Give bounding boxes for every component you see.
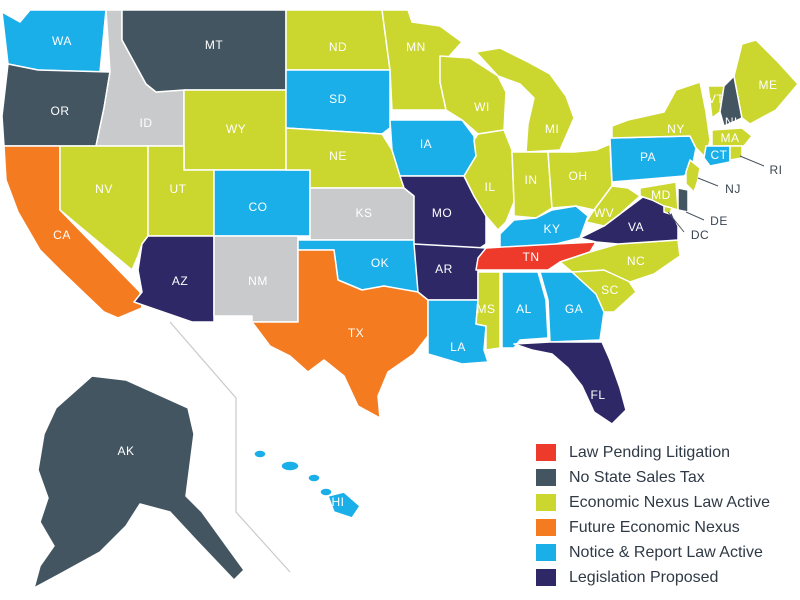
legend-label: Notice & Report Law Active [569, 543, 763, 561]
state-nj[interactable] [685, 159, 701, 193]
label-ne: NE [329, 149, 347, 163]
label-nv: NV [95, 182, 113, 196]
state-tx[interactable] [251, 249, 429, 419]
label-ma: MA [721, 131, 740, 145]
label-mt: MT [205, 38, 223, 52]
label-ga: GA [565, 302, 583, 316]
legend-swatch [536, 494, 556, 511]
legend-item-notice: Notice & Report Law Active [536, 540, 770, 565]
label-nc: NC [627, 254, 645, 268]
legend-item-pending: Law Pending Litigation [536, 440, 770, 465]
label-nh: NH [725, 115, 743, 129]
state-me[interactable] [733, 39, 799, 125]
label-ks: KS [355, 206, 372, 220]
label-tx: TX [348, 326, 364, 340]
inset-divider [169, 321, 291, 573]
label-fl: FL [590, 388, 605, 402]
label-al: AL [516, 302, 532, 316]
legend-label: Law Pending Litigation [569, 443, 731, 461]
label-mo: MO [432, 206, 452, 220]
label-ia: IA [420, 137, 432, 151]
state-mi[interactable] [475, 47, 575, 153]
state-ri[interactable] [729, 145, 743, 161]
label-ms: MS [477, 302, 496, 316]
legend-label: Economic Nexus Law Active [569, 493, 770, 511]
state-il[interactable] [463, 129, 515, 231]
label-il: IL [484, 180, 495, 194]
label-in: IN [525, 173, 538, 187]
state-ma[interactable] [711, 127, 753, 147]
label-nd: ND [329, 40, 347, 54]
label-dc: DC [691, 228, 709, 242]
legend-label: Legislation Proposed [569, 568, 719, 586]
label-az: AZ [172, 274, 188, 288]
label-sc: SC [601, 283, 619, 297]
label-ok: OK [371, 256, 389, 270]
label-mi: MI [545, 122, 559, 136]
label-nj: NJ [725, 182, 741, 196]
state-sd[interactable] [285, 69, 391, 135]
state-ia[interactable] [389, 119, 477, 177]
legend: Law Pending Litigation No State Sales Ta… [536, 440, 770, 590]
state-de[interactable] [677, 187, 689, 213]
label-wv: WV [594, 206, 614, 220]
label-vt: VT [708, 92, 725, 106]
label-nm: NM [248, 274, 268, 288]
label-ky: KY [543, 222, 560, 236]
legend-swatch [536, 444, 556, 461]
legend-swatch [536, 469, 556, 486]
state-wv[interactable] [585, 185, 641, 227]
state-ct[interactable] [703, 145, 731, 167]
state-nh[interactable] [719, 75, 743, 127]
label-va: VA [628, 220, 644, 234]
label-ca: CA [53, 228, 71, 242]
state-ms[interactable] [475, 271, 501, 351]
legend-label: No State Sales Tax [569, 468, 705, 486]
legend-swatch [536, 544, 556, 561]
legend-item-nexus: Economic Nexus Law Active [536, 490, 770, 515]
label-or: OR [51, 104, 70, 118]
legend-item-future: Future Economic Nexus [536, 515, 770, 540]
state-ny[interactable] [611, 81, 711, 159]
state-al[interactable] [501, 271, 549, 349]
label-de: DE [710, 214, 728, 228]
label-ri: RI [770, 163, 783, 177]
legend-label: Future Economic Nexus [569, 518, 740, 536]
label-ak: AK [117, 444, 134, 458]
label-md: MD [651, 188, 671, 202]
label-co: CO [249, 200, 268, 214]
label-mn: MN [406, 40, 426, 54]
label-wi: WI [474, 100, 490, 114]
label-hi: HI [332, 495, 345, 509]
legend-item-proposed: Legislation Proposed [536, 565, 770, 590]
label-wy: WY [226, 122, 246, 136]
label-id: ID [140, 116, 153, 130]
label-ct: CT [711, 148, 728, 162]
state-fl[interactable] [513, 341, 627, 425]
label-me: ME [759, 78, 778, 92]
label-oh: OH [569, 169, 588, 183]
legend-item-no-tax: No State Sales Tax [536, 465, 770, 490]
label-ny: NY [667, 122, 685, 136]
callout-lines [667, 155, 765, 233]
label-wa: WA [52, 34, 72, 48]
label-pa: PA [640, 150, 656, 164]
label-sd: SD [329, 92, 347, 106]
state-hi[interactable] [253, 449, 361, 519]
label-ar: AR [435, 262, 453, 276]
label-tn: TN [523, 250, 540, 264]
legend-swatch [536, 569, 556, 586]
label-la: LA [450, 340, 466, 354]
state-ak[interactable] [33, 375, 245, 589]
label-ut: UT [170, 182, 187, 196]
legend-swatch [536, 519, 556, 536]
